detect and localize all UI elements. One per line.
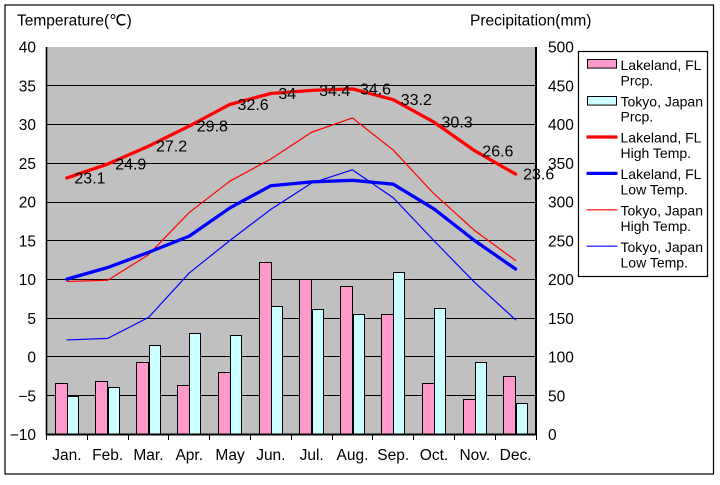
svg-text:50: 50 [548,388,566,405]
svg-text:250: 250 [548,233,574,250]
svg-text:High Temp.: High Temp. [621,145,692,161]
svg-text:350: 350 [548,156,574,173]
svg-text:Nov.: Nov. [459,447,490,464]
svg-text:−5: −5 [18,388,36,405]
svg-text:15: 15 [19,233,36,250]
svg-text:Lakeland, FL: Lakeland, FL [621,166,702,182]
svg-text:34.4: 34.4 [319,83,350,100]
svg-text:Apr.: Apr. [175,447,203,464]
svg-text:450: 450 [548,78,574,95]
svg-text:10: 10 [19,272,37,289]
svg-text:32.6: 32.6 [238,97,269,114]
svg-text:Lakeland, FL: Lakeland, FL [621,130,702,146]
svg-text:0: 0 [27,350,36,367]
svg-text:Dec.: Dec. [500,447,532,464]
svg-text:May: May [215,447,245,464]
svg-text:20: 20 [19,195,37,212]
svg-text:300: 300 [548,195,574,212]
svg-text:Lakeland, FL: Lakeland, FL [621,57,702,73]
svg-text:Tokyo, Japan: Tokyo, Japan [621,239,704,255]
svg-text:−10: −10 [10,427,37,444]
svg-text:23.1: 23.1 [74,170,105,187]
svg-text:Mar.: Mar. [133,447,163,464]
svg-text:Low Temp.: Low Temp. [621,254,688,270]
svg-text:34.6: 34.6 [360,81,391,98]
svg-text:40: 40 [19,40,37,57]
svg-text:5: 5 [27,311,36,328]
svg-text:0: 0 [548,427,557,444]
svg-text:Prcp.: Prcp. [621,72,654,88]
svg-text:30.3: 30.3 [442,115,473,132]
svg-text:100: 100 [548,350,574,367]
svg-text:Low Temp.: Low Temp. [621,182,688,198]
svg-text:35: 35 [19,78,36,95]
svg-text:26.6: 26.6 [482,143,513,160]
svg-text:23.6: 23.6 [523,167,554,184]
svg-text:29.8: 29.8 [197,119,228,136]
svg-text:25: 25 [19,156,36,173]
svg-text:Aug.: Aug. [336,447,368,464]
svg-text:30: 30 [19,117,37,134]
svg-text:High Temp.: High Temp. [621,218,692,234]
svg-text:Prcp.: Prcp. [621,109,654,125]
svg-text:24.9: 24.9 [115,157,146,174]
svg-text:Feb.: Feb. [92,447,123,464]
svg-text:33.2: 33.2 [401,92,432,109]
svg-text:27.2: 27.2 [156,139,187,156]
svg-text:Precipitation(mm): Precipitation(mm) [470,13,591,30]
svg-text:500: 500 [548,40,574,57]
svg-text:Jun.: Jun. [256,447,285,464]
svg-text:Jan.: Jan. [52,447,81,464]
svg-text:34: 34 [278,86,296,103]
svg-text:Temperature(℃): Temperature(℃) [17,13,132,30]
svg-text:400: 400 [548,117,574,134]
svg-text:Sep.: Sep. [377,447,409,464]
svg-text:Tokyo, Japan: Tokyo, Japan [621,93,704,109]
svg-text:150: 150 [548,311,574,328]
svg-text:Tokyo, Japan: Tokyo, Japan [621,203,704,219]
svg-text:200: 200 [548,272,574,289]
svg-text:Oct.: Oct. [420,447,448,464]
svg-text:Jul.: Jul. [300,447,324,464]
